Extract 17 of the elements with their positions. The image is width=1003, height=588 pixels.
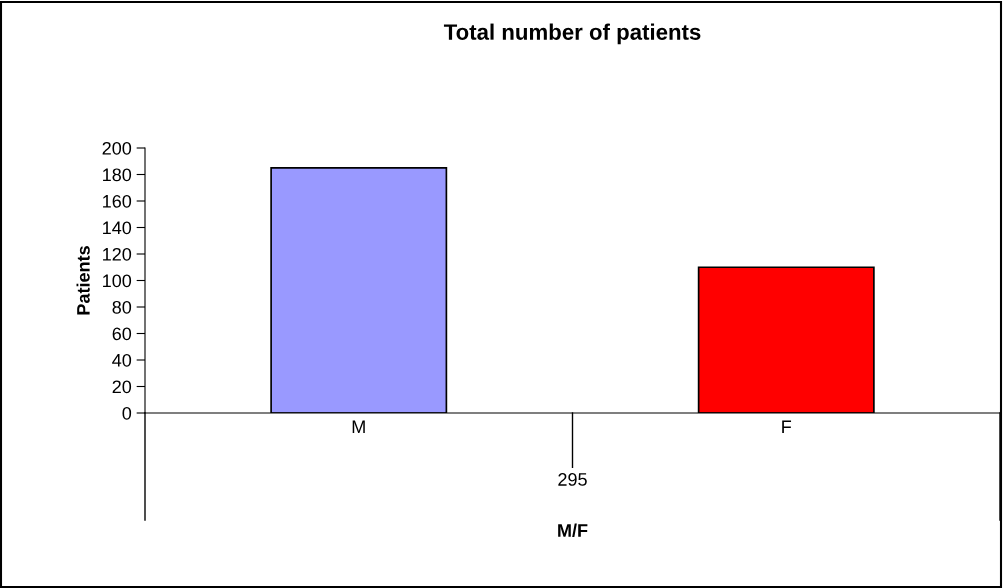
x-tick-label: M [352, 420, 365, 434]
y-tick-label: 0 [122, 406, 132, 420]
y-tick-label: 140 [103, 221, 132, 235]
y-tick-label: 160 [103, 194, 132, 208]
chart-title: Total number of patients [443, 23, 701, 45]
y-tick-label: 80 [112, 300, 132, 314]
y-tick-label: 40 [112, 353, 132, 367]
text: M/F [558, 523, 588, 538]
y-tick-label: 120 [103, 247, 132, 261]
y-tick-label: 200 [102, 141, 132, 155]
text: 295 [558, 473, 587, 486]
y-tick-label: 20 [112, 380, 132, 394]
y-tick-label: 100 [103, 274, 132, 288]
y-tick-label: 180 [103, 168, 132, 182]
x-tick-label: F [782, 420, 792, 434]
y-tick-label: 60 [112, 327, 132, 341]
y-axis-title: Patients [76, 246, 90, 315]
